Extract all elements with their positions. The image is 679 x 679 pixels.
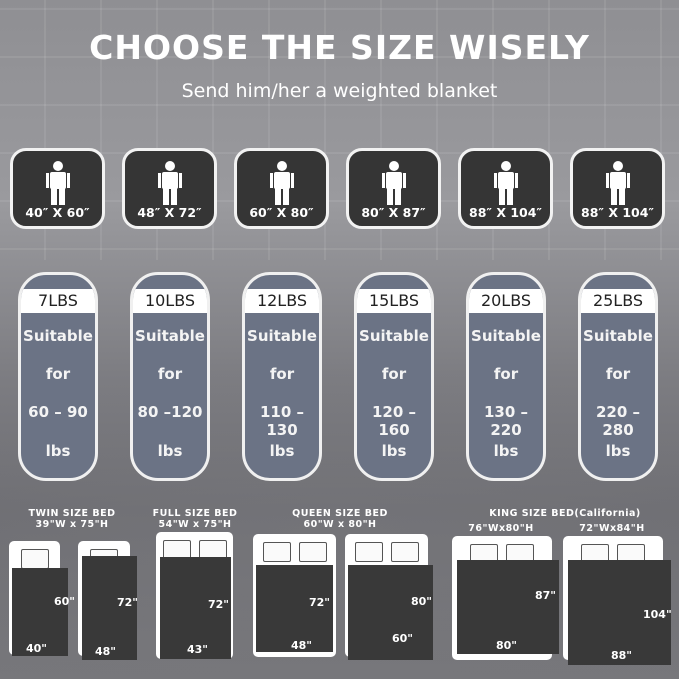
weight-label: 7LBS [21, 289, 95, 313]
blanket-height: 72" [117, 596, 139, 609]
blanket [256, 565, 333, 652]
size-card: 88″ X 104″ [458, 148, 553, 229]
weight-pill: 25LBS Suitable for 220 – 280 lbs [578, 272, 658, 481]
weight-label: 25LBS [581, 289, 655, 313]
weight-pill: 20LBS Suitable for 130 – 220 lbs [466, 272, 546, 481]
size-dimensions: 88″ X 104″ [469, 205, 542, 220]
for-text: for [157, 365, 183, 383]
size-card: 40″ X 60″ [10, 148, 105, 229]
person-icon [46, 161, 70, 205]
suitable-text: Suitable [247, 327, 317, 345]
size-dimensions: 60″ X 80″ [249, 205, 314, 220]
unit-text: lbs [493, 442, 519, 460]
person-icon [382, 161, 406, 205]
size-dimensions: 48″ X 72″ [137, 205, 202, 220]
weight-range: 60 – 90 [28, 403, 88, 421]
unit-text: lbs [157, 442, 183, 460]
blanket-width: 48" [95, 645, 117, 658]
weight-pill: 10LBS Suitable for 80 –120 lbs [130, 272, 210, 481]
size-dimensions: 40″ X 60″ [25, 205, 90, 220]
queen-bed-label: QUEEN SIZE BED [292, 508, 388, 519]
suitable-text: Suitable [583, 327, 653, 345]
suitable-text: Suitable [23, 327, 93, 345]
person-icon [494, 161, 518, 205]
weight-label: 12LBS [245, 289, 319, 313]
unit-text: lbs [605, 442, 631, 460]
twin-bed-size: 39"W x 75"H [35, 519, 109, 530]
blanket-width: 88" [611, 649, 633, 662]
queen-bed-size: 60"W x 80"H [303, 519, 377, 530]
blanket [160, 557, 231, 659]
unit-text: lbs [45, 442, 71, 460]
weight-range: 120 –160 [371, 403, 417, 439]
blanket [12, 568, 68, 656]
twin-bed-label: TWIN SIZE BED [28, 508, 116, 519]
weight-label: 15LBS [357, 289, 431, 313]
for-text: for [493, 365, 519, 383]
weight-range: 80 –120 [137, 403, 203, 421]
full-bed-size: 54"W x 75"H [158, 519, 232, 530]
blanket-width: 48" [291, 639, 313, 652]
blanket-height: 104" [643, 608, 672, 621]
unit-text: lbs [381, 442, 407, 460]
blanket-width: 60" [392, 632, 414, 645]
blanket-height: 80" [411, 595, 433, 608]
pillow-icon [262, 542, 291, 562]
blanket-height: 60" [54, 595, 76, 608]
pillow-icon [20, 549, 49, 569]
suitable-text: Suitable [135, 327, 205, 345]
weight-pill: 15LBS Suitable for 120 –160 lbs [354, 272, 434, 481]
blanket-width: 80" [496, 639, 518, 652]
title: CHOOSE THE SIZE WISELY [89, 28, 590, 67]
suitable-text: Suitable [471, 327, 541, 345]
size-card: 48″ X 72″ [122, 148, 217, 229]
weight-range: 220 – 280 [595, 403, 641, 439]
blanket [82, 556, 137, 660]
blanket-width: 40" [26, 642, 48, 655]
suitable-text: Suitable [359, 327, 429, 345]
king-bed-label: KING SIZE BED(California) [489, 508, 641, 519]
person-icon [606, 161, 630, 205]
unit-text: lbs [269, 442, 295, 460]
for-text: for [381, 365, 407, 383]
size-dimensions: 80″ X 87″ [361, 205, 426, 220]
weight-range: 110 –130 [259, 403, 305, 439]
size-card: 60″ X 80″ [234, 148, 329, 229]
headboard-background [0, 0, 679, 260]
weight-label: 10LBS [133, 289, 207, 313]
size-card: 88″ X 104″ [570, 148, 665, 229]
full-bed-label: FULL SIZE BED [152, 508, 238, 519]
weight-pill: 12LBS Suitable for 110 –130 lbs [242, 272, 322, 481]
king-bed-size-b: 72"Wx84"H [579, 523, 645, 534]
pillow-icon [354, 542, 383, 562]
person-icon [270, 161, 294, 205]
weight-range: 130 – 220 [483, 403, 529, 439]
size-card: 80″ X 87″ [346, 148, 441, 229]
blanket-height: 72" [208, 598, 230, 611]
for-text: for [605, 365, 631, 383]
blanket [568, 560, 671, 665]
blanket [457, 560, 559, 654]
person-icon [158, 161, 182, 205]
weight-pill: 7LBS Suitable for 60 – 90 lbs [18, 272, 98, 481]
for-text: for [269, 365, 295, 383]
blanket-height: 87" [535, 589, 557, 602]
weight-label: 20LBS [469, 289, 543, 313]
king-bed-size-a: 76"Wx80"H [468, 523, 534, 534]
pillow-icon [390, 542, 419, 562]
size-dimensions: 88″ X 104″ [581, 205, 654, 220]
blanket-width: 43" [187, 643, 209, 656]
pillow-icon [298, 542, 327, 562]
blanket-height: 72" [309, 596, 331, 609]
blanket [348, 565, 433, 660]
subtitle: Send him/her a weighted blanket [181, 80, 498, 102]
for-text: for [45, 365, 71, 383]
